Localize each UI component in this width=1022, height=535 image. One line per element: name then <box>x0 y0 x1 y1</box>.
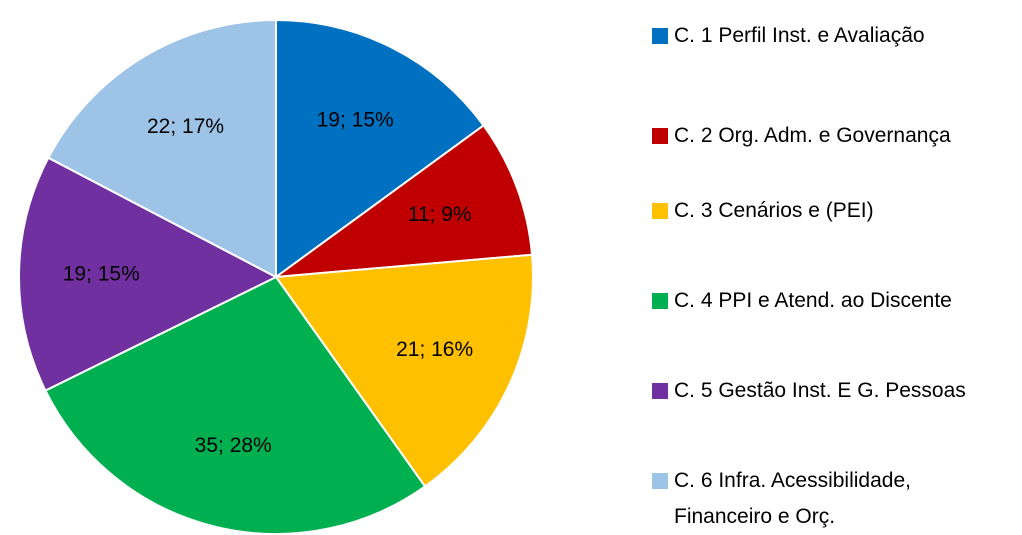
legend-label: C. 2 Org. Adm. e Governança <box>674 124 951 147</box>
data-label: 11; 9% <box>408 203 472 226</box>
data-label: 21; 16% <box>396 338 473 361</box>
pie-slice <box>46 18 277 279</box>
pie-slice <box>18 156 279 392</box>
data-label: 19; 15% <box>317 109 394 132</box>
data-label: 22; 17% <box>147 115 224 138</box>
pie-slice <box>44 275 427 534</box>
pie-slice <box>272 124 534 279</box>
legend-label: C. 1 Perfil Inst. e Avaliação <box>674 24 925 47</box>
legend-item: C. 4 PPI e Atend. ao Discente <box>652 283 1017 319</box>
pie-slice <box>275 18 485 279</box>
legend-item: C. 5 Gestão Inst. E G. Pessoas <box>652 373 1017 409</box>
legend-label: C. 3 Cenários e (PEI) <box>674 199 874 222</box>
legend-swatch <box>652 28 668 44</box>
legend-item: C. 1 Perfil Inst. e Avaliação <box>652 18 1017 54</box>
legend-swatch <box>652 203 668 219</box>
data-label: 35; 28% <box>195 434 272 457</box>
legend-label: C. 6 Infra. Acessibilidade, Financeiro e… <box>674 469 911 528</box>
legend-swatch <box>652 473 668 489</box>
legend-swatch <box>652 293 668 309</box>
chart: 19; 15% 11; 9% 21; 16% 35; 28% 19; 15% 22; 17… <box>18 18 534 534</box>
legend-item: C. 6 Infra. Acessibilidade, Financeiro e… <box>652 463 1017 535</box>
legend-swatch <box>652 383 668 399</box>
legend-label: C. 5 Gestão Inst. E G. Pessoas <box>674 379 966 402</box>
legend-swatch <box>652 128 668 144</box>
legend-label: C. 4 PPI e Atend. ao Discente <box>674 289 952 312</box>
legend-item: C. 3 Cenários e (PEI) <box>652 193 1017 229</box>
legend-item: C. 2 Org. Adm. e Governança <box>652 118 1017 154</box>
pie-slice <box>274 253 534 488</box>
data-label: 19; 15% <box>63 262 140 285</box>
